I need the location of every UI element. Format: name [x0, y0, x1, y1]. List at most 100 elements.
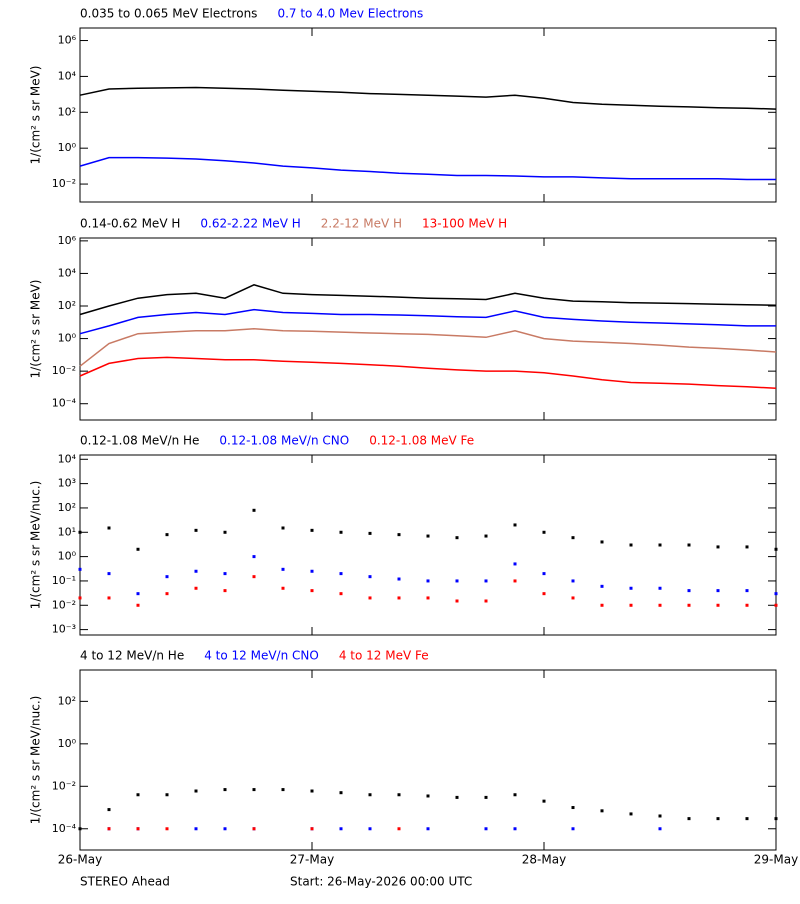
data-point [310, 827, 314, 831]
data-point [107, 827, 111, 831]
data-point [165, 533, 169, 537]
data-point [658, 814, 662, 818]
data-point [252, 827, 256, 831]
data-point [252, 575, 256, 579]
data-point [397, 793, 401, 797]
data-point [455, 795, 459, 799]
plot-frame [79, 237, 777, 421]
data-point [281, 567, 285, 571]
data-point [629, 603, 633, 607]
data-point [687, 543, 691, 547]
data-point [629, 586, 633, 590]
data-point [310, 569, 314, 573]
data-point [281, 586, 285, 590]
plot-frame [79, 454, 777, 636]
data-point [687, 589, 691, 593]
data-point [223, 788, 227, 792]
legend-entry: 0.62-2.22 MeV H [200, 217, 300, 231]
y-tick-label: 10² [58, 501, 76, 514]
y-tick-label: 10⁻² [52, 177, 76, 190]
data-point [658, 543, 662, 547]
data-point [136, 592, 140, 596]
data-point [136, 547, 140, 551]
data-point [397, 827, 401, 831]
data-point [165, 827, 169, 831]
legend-entry: 0.12-1.08 MeV/n He [80, 434, 199, 448]
data-point [745, 545, 749, 549]
data-point [426, 596, 430, 600]
data-point [78, 596, 82, 600]
data-point [774, 817, 778, 821]
data-point [107, 526, 111, 530]
data-point [252, 788, 256, 792]
series-line [79, 356, 777, 389]
data-point [368, 531, 372, 535]
y-tick-label: 10² [58, 694, 76, 707]
x-tick-label: 26-May [58, 853, 102, 867]
x-tick-label: 27-May [290, 853, 334, 867]
data-point [542, 799, 546, 803]
data-point [687, 817, 691, 821]
y-tick-label: 10² [58, 299, 76, 312]
data-point [716, 589, 720, 593]
data-point [571, 806, 575, 810]
y-tick-label: 10⁰ [58, 737, 77, 750]
data-point [629, 812, 633, 816]
data-point [600, 540, 604, 544]
data-point [774, 592, 778, 596]
data-point [165, 592, 169, 596]
data-point [745, 603, 749, 607]
data-point [455, 599, 459, 603]
data-point [223, 530, 227, 534]
series-line [79, 308, 776, 335]
y-tick-label: 10⁴ [58, 69, 77, 82]
data-point [310, 589, 314, 593]
y-tick-label: 10⁰ [58, 332, 77, 345]
data-point [774, 603, 778, 607]
data-point [716, 545, 720, 549]
y-tick-label: 10⁻² [52, 779, 76, 792]
data-point [629, 543, 633, 547]
data-point [484, 795, 488, 799]
start-time: Start: 26-May-2026 00:00 UTC [290, 875, 472, 889]
data-point [687, 603, 691, 607]
data-point [600, 584, 604, 588]
data-point [397, 577, 401, 581]
data-point [542, 592, 546, 596]
data-point [339, 827, 343, 831]
data-point [368, 793, 372, 797]
data-point [252, 508, 256, 512]
data-point [107, 572, 111, 576]
data-point [658, 586, 662, 590]
y-tick-label: 10⁻⁴ [52, 822, 77, 835]
data-point [658, 827, 662, 831]
data-point [397, 533, 401, 537]
data-point [194, 528, 198, 532]
data-point [339, 791, 343, 795]
data-point [513, 579, 517, 583]
plot-frame [79, 669, 777, 851]
legend-entry: 0.12-1.08 MeV/n CNO [219, 434, 349, 448]
data-point [310, 528, 314, 532]
legend-entry: 4 to 12 MeV/n CNO [204, 649, 319, 663]
y-tick-label: 10⁻¹ [52, 574, 76, 587]
data-point [194, 569, 198, 573]
y-tick-label: 10⁻² [52, 364, 76, 377]
legend-entry: 4 to 12 MeV Fe [339, 649, 429, 663]
data-point [223, 572, 227, 576]
data-point [223, 589, 227, 593]
y-tick-label: 10² [58, 105, 76, 118]
data-point [542, 530, 546, 534]
data-point [368, 575, 372, 579]
legend-entry: 0.12-1.08 MeV Fe [369, 434, 474, 448]
y-axis-label: 1/(cm² s sr MeV) [29, 66, 43, 165]
data-point [194, 827, 198, 831]
data-point [426, 794, 430, 798]
data-point [78, 530, 82, 534]
data-point [281, 526, 285, 530]
legend-entry: 2.2-12 MeV H [321, 217, 402, 231]
legend-entry: 13-100 MeV H [422, 217, 507, 231]
data-point [658, 603, 662, 607]
